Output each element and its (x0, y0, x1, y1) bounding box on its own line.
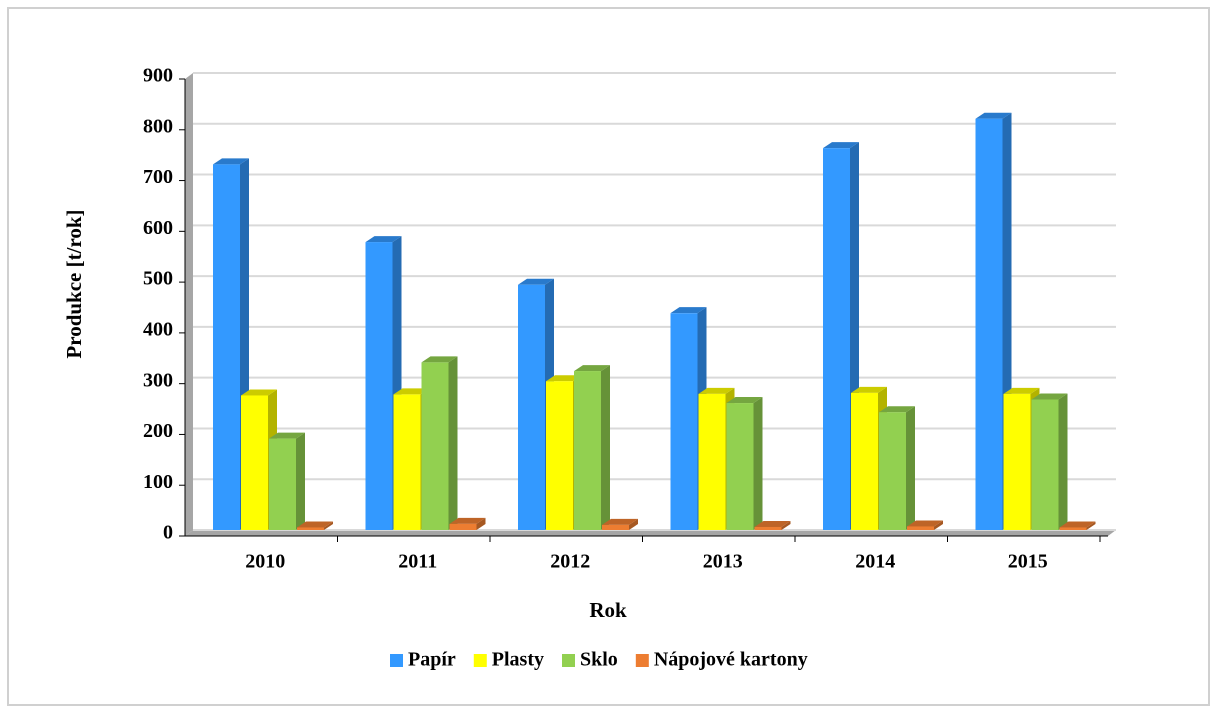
bar-top (421, 356, 458, 363)
y-tick-label: 200 (143, 420, 173, 442)
bar-top (602, 518, 638, 525)
bar (546, 381, 573, 530)
bar-top (754, 520, 791, 527)
bar (365, 242, 393, 530)
bar-side (448, 356, 458, 530)
x-tick-label: 2011 (398, 551, 437, 573)
y-tick-label: 0 (163, 522, 173, 544)
bar (213, 164, 240, 530)
bar-top (1059, 521, 1096, 528)
x-tick-label: 2010 (245, 551, 285, 573)
bar-side (296, 432, 305, 530)
bar-top (297, 521, 333, 528)
bar-top (269, 432, 305, 439)
bar-side (324, 521, 333, 530)
bar-top (975, 112, 1012, 119)
bar-side (1086, 521, 1096, 530)
legend-swatch (635, 654, 649, 667)
legend-label: Sklo (580, 649, 618, 671)
bar-top (907, 520, 943, 527)
bar (851, 392, 878, 530)
floor (185, 530, 1116, 536)
legend-label: Nápojové kartony (654, 649, 808, 671)
y-tick-label: 400 (143, 318, 173, 340)
bar-top (518, 278, 554, 285)
x-tick-label: 2015 (1008, 551, 1048, 573)
bar (1031, 399, 1059, 530)
bar-top (574, 365, 610, 372)
x-tick-label: 2014 (855, 551, 895, 573)
bar (269, 438, 296, 530)
bar (1003, 393, 1031, 530)
bar-top (670, 307, 707, 314)
x-tick-label: 2013 (703, 551, 743, 573)
bar (879, 412, 906, 530)
bar (241, 395, 268, 530)
bar (602, 524, 629, 530)
bar-side (934, 520, 943, 530)
y-tick-label: 300 (143, 369, 173, 391)
y-tick-label: 600 (143, 217, 173, 239)
legend-swatch (390, 654, 403, 667)
bar (421, 362, 449, 530)
bar-top (879, 406, 915, 413)
y-axis-label: Produkce [t/rok] (62, 209, 86, 358)
bar (698, 393, 726, 530)
bar (449, 523, 477, 530)
bar (1059, 527, 1087, 530)
bar (754, 526, 782, 530)
y-tick-label: 100 (143, 471, 173, 493)
bar (726, 403, 754, 530)
legend-label: Plasty (492, 649, 544, 671)
bar (393, 394, 421, 530)
bar (907, 526, 934, 530)
bar-top (241, 389, 277, 396)
bar-top (851, 386, 887, 393)
bar-top (546, 375, 582, 382)
y-tick-label: 800 (143, 115, 173, 137)
x-axis-label: Rok (589, 598, 627, 622)
bar-top (823, 142, 859, 149)
bar-side (753, 397, 763, 530)
bar-side (781, 520, 791, 530)
x-tick-label: 2012 (550, 551, 590, 573)
bar (297, 527, 324, 530)
legend-swatch (473, 654, 487, 667)
bar-top (726, 397, 763, 404)
y-tick-label: 900 (143, 65, 173, 87)
bar-top (213, 158, 249, 165)
bar-side (629, 518, 638, 530)
bar-side (476, 517, 486, 530)
legend-label: Papír (408, 649, 456, 671)
bar-side (1058, 393, 1068, 530)
legend-swatch (562, 654, 575, 667)
bar (518, 284, 545, 530)
bar-side (906, 406, 915, 530)
bar (670, 313, 698, 530)
bar-top (1031, 393, 1068, 400)
bar-top (1003, 387, 1040, 394)
bar (823, 148, 850, 530)
bar (975, 118, 1003, 530)
y-tick-label: 500 (143, 268, 173, 290)
bar-top (365, 236, 402, 243)
bar-top (698, 387, 735, 394)
y-tick-label: 700 (143, 166, 173, 188)
bar-top (393, 388, 430, 395)
bar (574, 371, 601, 530)
side-wall (185, 73, 193, 536)
bar-side (601, 365, 610, 530)
bar-top (449, 517, 486, 524)
